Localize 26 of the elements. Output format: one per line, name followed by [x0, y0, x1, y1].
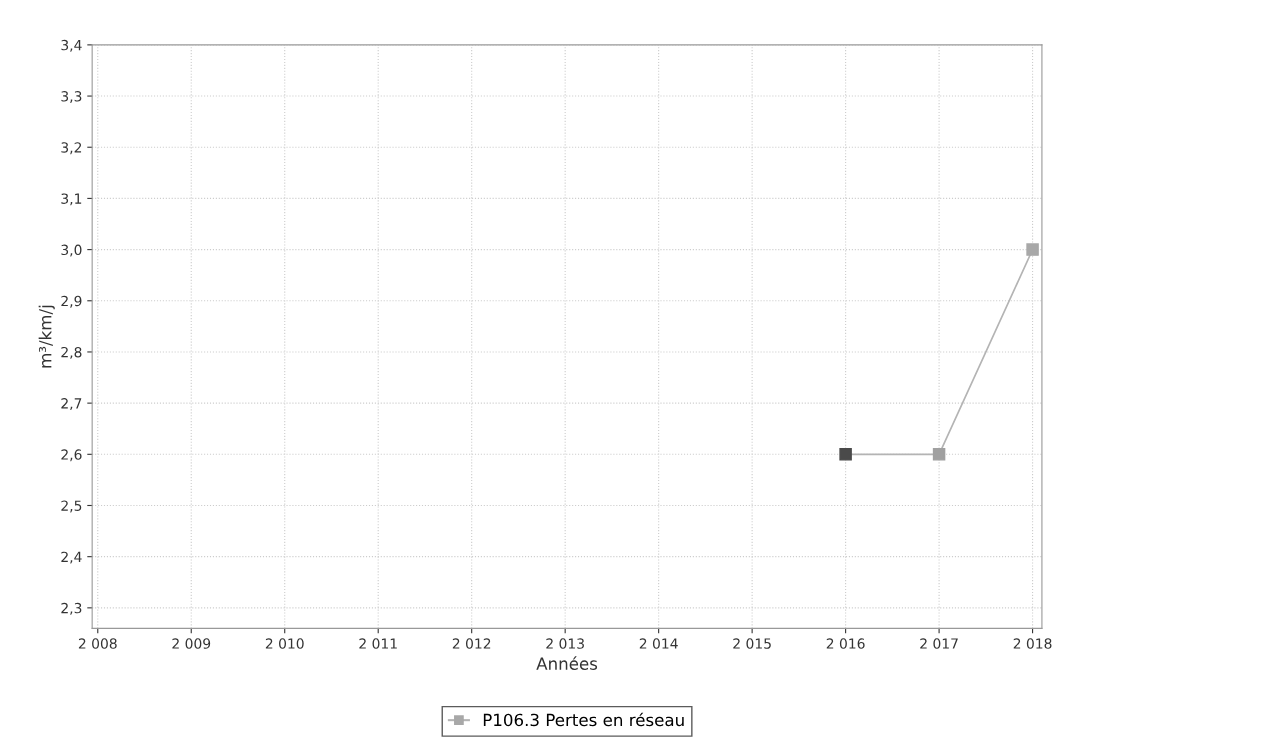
y-tick-label: 3,4	[61, 39, 82, 52]
x-tick-label: 2 011	[359, 638, 397, 649]
y-tick-label: 3,2	[61, 142, 82, 155]
x-tick-label: 2 013	[546, 638, 584, 649]
x-tick-label: 2 008	[78, 638, 117, 649]
y-tick-label: 3,3	[61, 91, 82, 103]
y-tick-label: 2,6	[61, 449, 82, 462]
y-tick-label: 2,3	[61, 602, 82, 615]
y-tick-label: 2,5	[61, 500, 82, 513]
legend-label: P106.3 Pertes en réseau	[483, 712, 684, 727]
x-tick-label: 2 010	[265, 638, 304, 649]
y-tick-label: 3,0	[61, 244, 82, 257]
x-tick-label: 2 014	[639, 638, 678, 649]
y-tick-label: 3,1	[61, 193, 82, 206]
y-tick-label: 2,9	[61, 295, 82, 308]
y-tick-label: 2,8	[61, 346, 82, 359]
x-tick-label: 2 012	[452, 638, 491, 649]
y-tick-label: 2,7	[61, 398, 82, 411]
x-tick-label: 2 015	[733, 638, 771, 649]
x-tick-label: 2 016	[826, 638, 865, 649]
y-tick-label: 2,4	[61, 551, 82, 564]
y-axis-title: m³/km/j	[38, 305, 55, 368]
x-tick-label: 2 009	[172, 638, 211, 649]
x-tick-label: 2 017	[920, 638, 958, 649]
x-axis-title: Années	[536, 656, 598, 670]
x-tick-label: 2 018	[1013, 638, 1052, 649]
